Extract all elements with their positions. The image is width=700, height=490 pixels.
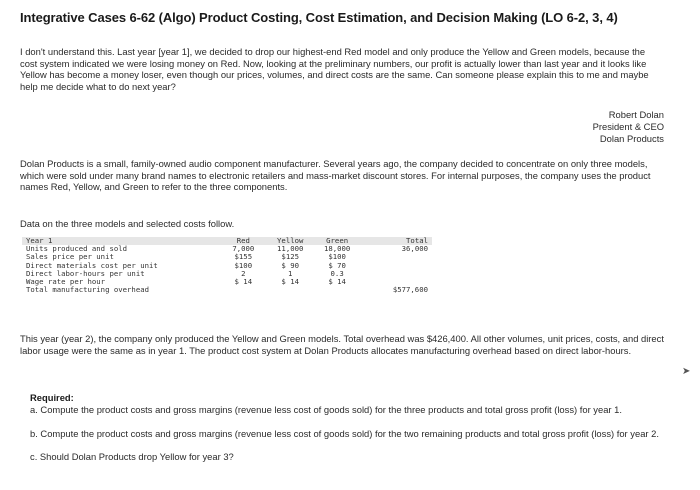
table-cell: 1 bbox=[288, 268, 293, 278]
table-cell: Total manufacturing overhead bbox=[26, 285, 150, 295]
table-cell: $577,600 bbox=[392, 285, 428, 295]
table-cell: $ 14 bbox=[328, 277, 346, 287]
required-heading: Required: bbox=[30, 392, 74, 403]
table-cell: 36,000 bbox=[401, 244, 428, 254]
table-cell bbox=[220, 286, 267, 294]
table-cell: $155 bbox=[234, 252, 253, 262]
table-row: Direct labor-hours per unit 2 1 0.3 bbox=[22, 268, 432, 278]
signature-name: Robert Dolan bbox=[608, 109, 664, 120]
table-cell: Sales price per unit bbox=[26, 252, 114, 262]
table-cell: 11,000 bbox=[277, 244, 304, 254]
mouse-cursor-icon: ➤ bbox=[682, 366, 691, 377]
table-cell: $ 14 bbox=[281, 277, 299, 287]
table-cell: $ 70 bbox=[328, 260, 346, 270]
table-cell: Direct materials cost per unit bbox=[26, 260, 158, 270]
data-table: Year 1 Red Yellow Green Total Units prod… bbox=[22, 236, 432, 315]
table-cell bbox=[314, 286, 361, 294]
year2-paragraph: This year (year 2), the company only pro… bbox=[20, 333, 664, 356]
required-item-c: c. Should Dolan Products drop Yellow for… bbox=[30, 451, 234, 462]
table-cell: 7,000 bbox=[232, 244, 255, 254]
table-cell bbox=[267, 286, 314, 294]
table-cell bbox=[361, 262, 432, 270]
required-item-b: b. Compute the product costs and gross m… bbox=[30, 428, 659, 439]
table-header-cell: Year 1 bbox=[22, 236, 220, 246]
table-header-row: Year 1 Red Yellow Green Total bbox=[22, 236, 432, 246]
table-cell: $ 90 bbox=[281, 260, 299, 270]
table-cell: 18,000 bbox=[323, 244, 351, 254]
table-header-cell: Green bbox=[313, 236, 361, 246]
page-title: Integrative Cases 6-62 (Algo) Product Co… bbox=[20, 10, 618, 25]
table-cell: 2 bbox=[241, 268, 246, 278]
signature-block: Robert Dolan President & CEO Dolan Produ… bbox=[593, 109, 664, 144]
table-cell bbox=[361, 270, 432, 278]
table-row: Direct materials cost per unit $100 $ 90… bbox=[22, 260, 432, 270]
table-header-cell: Total bbox=[360, 236, 432, 246]
table-header-cell: Yellow bbox=[266, 236, 314, 246]
table-cell: $125 bbox=[281, 252, 299, 262]
table-cell: Wage rate per hour bbox=[26, 277, 106, 287]
signature-company: Dolan Products bbox=[599, 132, 664, 144]
table-row: Wage rate per hour $ 14 $ 14 $ 14 bbox=[22, 277, 432, 287]
data-intro: Data on the three models and selected co… bbox=[20, 218, 235, 229]
table-cell: $ 14 bbox=[234, 277, 253, 287]
table-row: Units produced and sold 7,000 11,000 18,… bbox=[22, 244, 432, 254]
table-cell: Units produced and sold bbox=[26, 244, 128, 254]
background-paragraph: Dolan Products is a small, family-owned … bbox=[20, 158, 651, 193]
table-row: Sales price per unit $155 $125 $100 bbox=[22, 253, 432, 261]
required-item-a: a. Compute the product costs and gross m… bbox=[30, 404, 622, 415]
table-cell: $100 bbox=[328, 252, 346, 262]
intro-paragraph: I don't understand this. Last year [year… bbox=[20, 46, 649, 92]
table-header-cell: Red bbox=[219, 236, 267, 246]
table-cell bbox=[361, 253, 432, 261]
table-cell: 0.3 bbox=[330, 268, 344, 278]
table-cell: $100 bbox=[234, 260, 253, 270]
table-cell: Direct labor-hours per unit bbox=[26, 268, 145, 278]
signature-role: President & CEO bbox=[592, 120, 664, 132]
table-row: Total manufacturing overhead $577,600 bbox=[22, 286, 432, 294]
